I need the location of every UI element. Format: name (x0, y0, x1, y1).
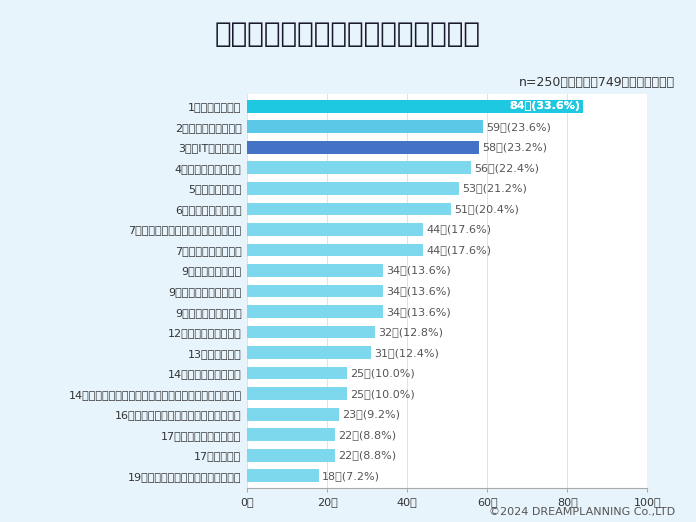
Text: 18人(7.2%): 18人(7.2%) (322, 471, 380, 481)
Bar (247, 469, 319, 482)
Bar (247, 223, 423, 236)
Text: n=250　（回答数749・複数回答可）: n=250 （回答数749・複数回答可） (519, 76, 675, 89)
Text: 34人(13.6%): 34人(13.6%) (386, 286, 451, 296)
Bar (247, 429, 335, 441)
Text: 25人(10.0%): 25人(10.0%) (350, 368, 415, 378)
Text: 51人(20.4%): 51人(20.4%) (454, 204, 519, 214)
Bar (247, 305, 383, 318)
Text: 23人(9.2%): 23人(9.2%) (342, 409, 400, 419)
Bar (247, 141, 479, 153)
Bar (247, 387, 347, 400)
Text: 31人(12.4%): 31人(12.4%) (374, 348, 439, 358)
Text: 84人(33.6%): 84人(33.6%) (509, 101, 580, 111)
Bar (247, 244, 423, 256)
Text: 56人(22.4%): 56人(22.4%) (475, 163, 539, 173)
Text: 59人(23.6%): 59人(23.6%) (487, 122, 551, 132)
Text: 58人(23.2%): 58人(23.2%) (482, 143, 547, 152)
Text: 44人(17.6%): 44人(17.6%) (427, 245, 491, 255)
Bar (247, 449, 335, 461)
Text: 25人(10.0%): 25人(10.0%) (350, 389, 415, 399)
Bar (247, 284, 383, 298)
Text: ©2024 DREAMPLANNING Co.,LTD: ©2024 DREAMPLANNING Co.,LTD (489, 507, 675, 517)
Text: 22人(8.8%): 22人(8.8%) (338, 430, 397, 440)
Bar (247, 161, 471, 174)
Bar (247, 367, 347, 379)
Text: 44人(17.6%): 44人(17.6%) (427, 224, 491, 234)
Bar (247, 121, 483, 133)
Text: 84人(33.6%): 84人(33.6%) (509, 101, 580, 111)
Text: 34人(13.6%): 34人(13.6%) (386, 266, 451, 276)
Bar (247, 203, 451, 215)
Bar (247, 100, 583, 113)
Text: 32人(12.8%): 32人(12.8%) (379, 327, 443, 337)
Bar (247, 182, 459, 195)
Bar (247, 408, 339, 421)
Text: 戦後日本の教育における問題点は？: 戦後日本の教育における問題点は？ (215, 20, 481, 48)
Text: 22人(8.8%): 22人(8.8%) (338, 450, 397, 460)
Text: 53人(21.2%): 53人(21.2%) (462, 183, 528, 193)
Bar (247, 346, 371, 359)
Bar (247, 264, 383, 277)
Text: 34人(13.6%): 34人(13.6%) (386, 306, 451, 316)
Bar (247, 326, 375, 338)
